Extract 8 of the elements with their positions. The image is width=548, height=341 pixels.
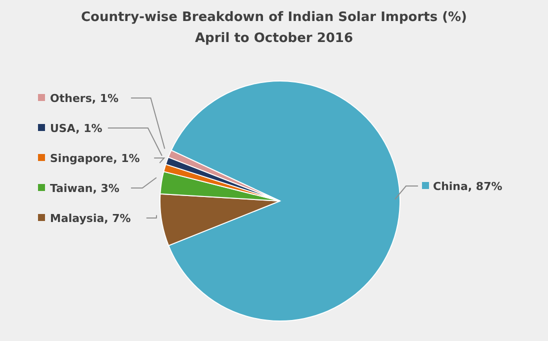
chart-title: Country-wise Breakdown of Indian Solar Imports (%): [80, 9, 468, 27]
legend-label: Others, 1%: [50, 92, 119, 105]
legend-label: Malaysia, 7%: [50, 212, 131, 225]
chart-subtitle: April to October 2016: [194, 30, 354, 48]
legend-label: Singapore, 1%: [50, 152, 140, 165]
legend-label: Taiwan, 3%: [50, 182, 120, 195]
legend-label: USA, 1%: [50, 122, 102, 135]
legend-label: China, 87%: [433, 180, 502, 193]
